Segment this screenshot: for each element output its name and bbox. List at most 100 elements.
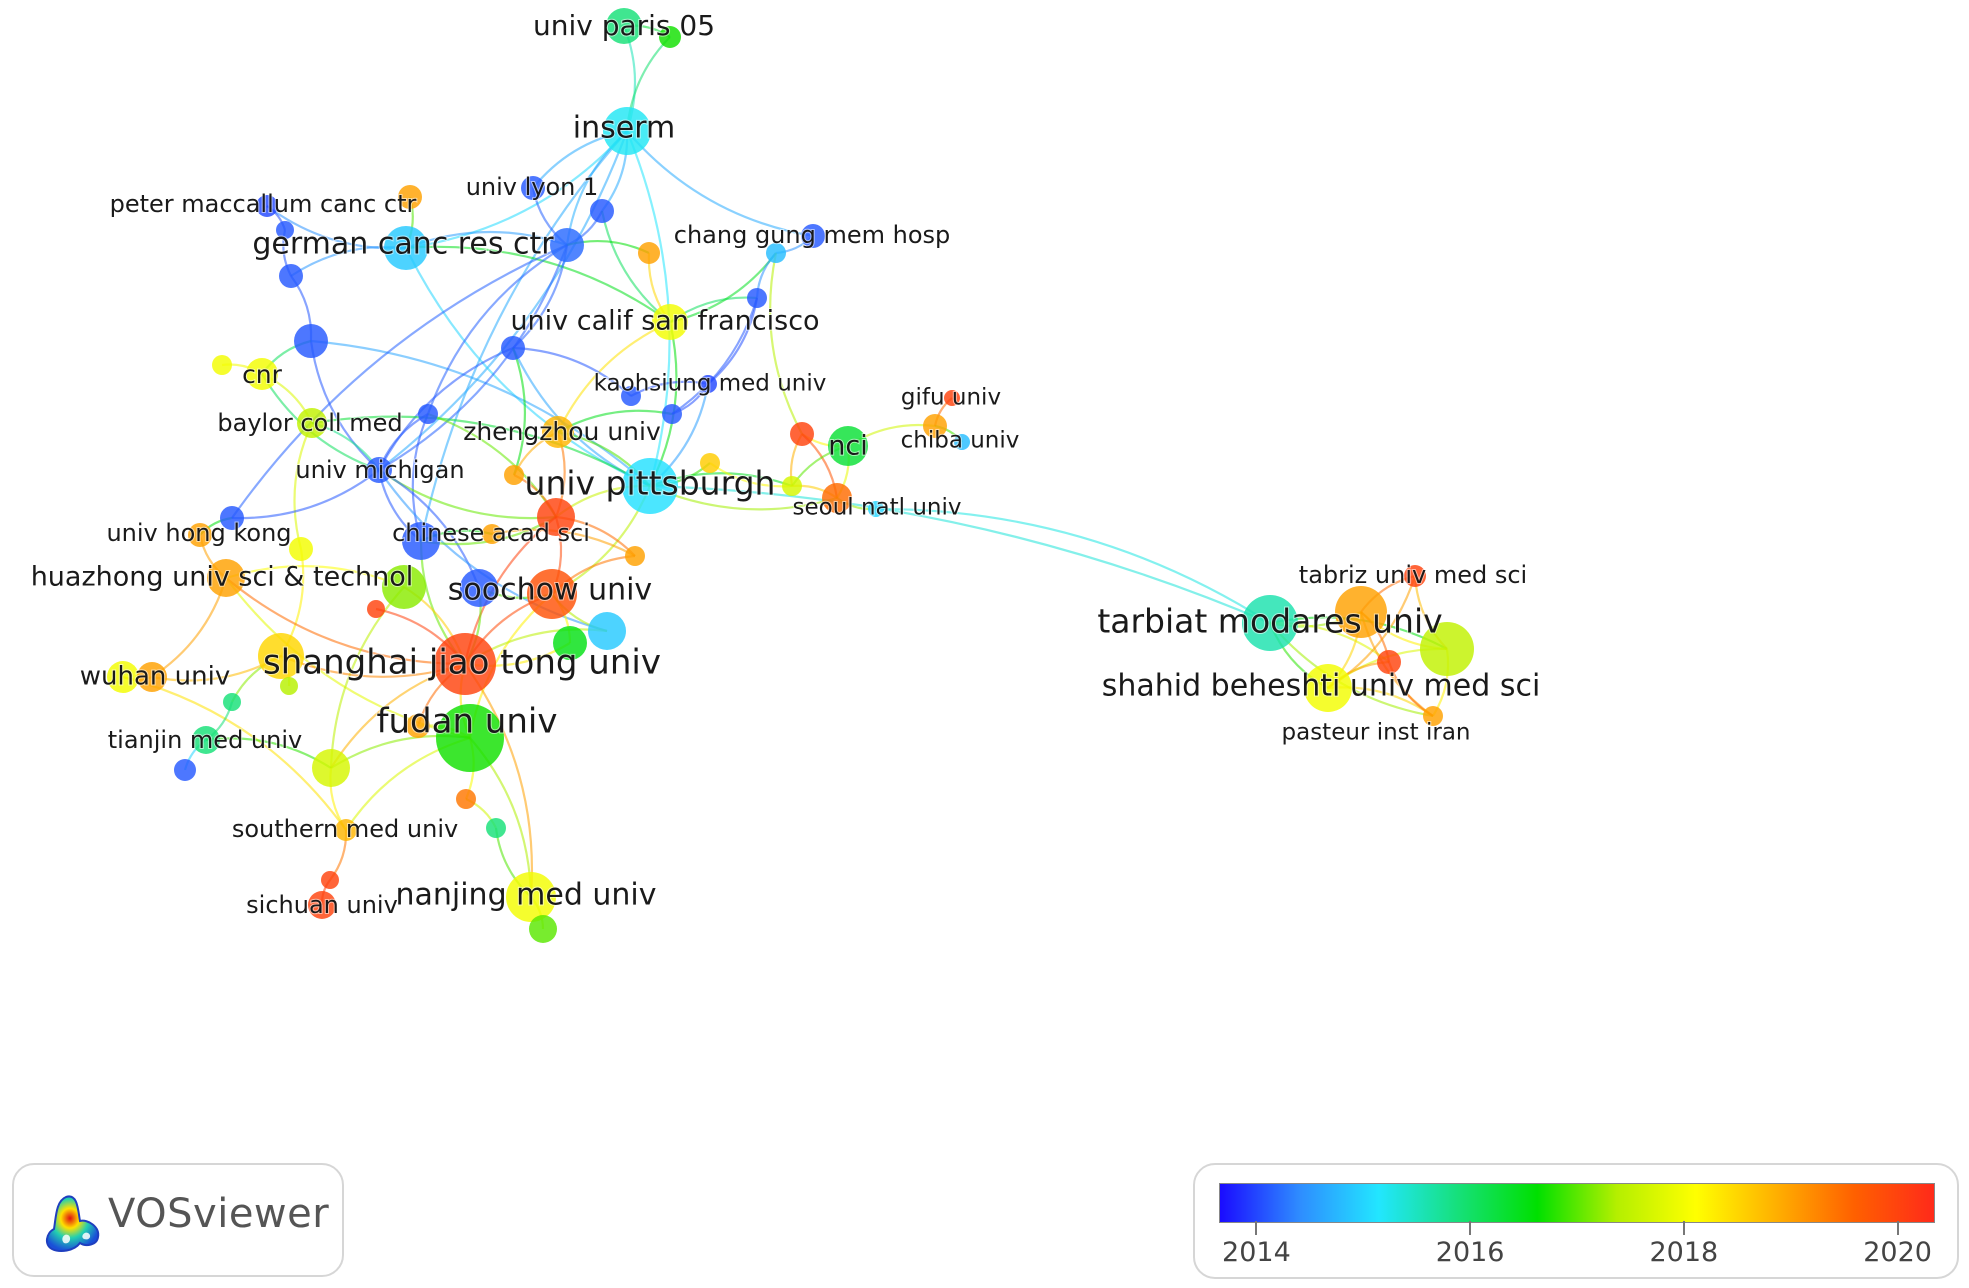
- node-fudan-orange[interactable]: [406, 714, 430, 738]
- link-hz_green-yg_mid: [329, 586, 405, 769]
- legend-tick-mark: [1469, 1221, 1472, 1235]
- node-nanjing-green[interactable]: [529, 915, 557, 943]
- node-univ-lyon-1[interactable]: [521, 176, 545, 200]
- node-tabriz-univ-med-sci[interactable]: [1404, 565, 1426, 587]
- link-left_purple-univ_michigan: [309, 340, 380, 471]
- label-southern-med-univ: southern med univ: [232, 815, 458, 843]
- node-nanjing-med-univ[interactable]: [506, 872, 556, 922]
- node-tarbiat-modares-univ[interactable]: [1242, 595, 1298, 651]
- color-scale-bar: [1219, 1183, 1935, 1223]
- node-soochow-purple[interactable]: [460, 569, 498, 607]
- node-univ-calif-san-francisco[interactable]: [652, 304, 688, 340]
- node-southern-med-univ[interactable]: [335, 819, 357, 841]
- node-soochow-univ[interactable]: [527, 569, 577, 619]
- node-tianjin-med-univ[interactable]: [192, 726, 220, 754]
- node-nci[interactable]: [828, 426, 868, 466]
- link-german_canc_res_ctr-univ_calif_san_francisco: [405, 245, 671, 323]
- vosviewer-logo-box: VOSviewer: [12, 1163, 344, 1277]
- node-german-b[interactable]: [550, 228, 584, 262]
- link-german_b-baylor_purple: [426, 244, 568, 415]
- node-shanghai-jiao-tong-univ[interactable]: [434, 633, 496, 695]
- node-pm-b[interactable]: [276, 221, 294, 239]
- link-huazhong_univ_sci_technol-shanghai_jiao_tong_univ: [225, 577, 466, 666]
- node-chiba-univ[interactable]: [954, 434, 970, 450]
- label-chang-gung-mem-hosp: chang gung mem hosp: [674, 221, 951, 249]
- node-red-mid[interactable]: [790, 422, 814, 446]
- node-soochow-blue[interactable]: [588, 612, 626, 650]
- node-chang-c[interactable]: [747, 288, 767, 308]
- node-chang-b[interactable]: [766, 243, 786, 263]
- node-seoul-natl-univ[interactable]: [868, 501, 884, 517]
- node-zz-orange-a[interactable]: [504, 465, 524, 485]
- node-pm-c[interactable]: [279, 264, 303, 288]
- node-gifu-univ[interactable]: [944, 390, 960, 406]
- node-pasteur-inst-iran[interactable]: [1423, 706, 1443, 726]
- node-cas-orange-b[interactable]: [625, 546, 645, 566]
- node-univ-hong-kong[interactable]: [188, 523, 212, 547]
- node-left-purple[interactable]: [294, 324, 328, 358]
- node-paris-green[interactable]: [659, 26, 681, 48]
- node-cas-red[interactable]: [537, 498, 575, 536]
- label-wuhan-univ: wuhan univ: [80, 662, 230, 692]
- node-soochow-green[interactable]: [553, 626, 587, 660]
- node-cas-orange[interactable]: [482, 524, 502, 544]
- link-shanghai_jiao_tong_univ-nanjing_med_univ: [464, 663, 534, 898]
- node-sjt-yellow[interactable]: [258, 633, 304, 679]
- node-hz-red-small[interactable]: [367, 600, 385, 618]
- node-tm-green[interactable]: [1420, 622, 1474, 676]
- node-tm-red-small[interactable]: [1377, 650, 1401, 674]
- node-zhengzhou-univ[interactable]: [542, 416, 574, 448]
- node-univ-michigan[interactable]: [366, 457, 392, 483]
- node-seoul-orange[interactable]: [822, 483, 852, 513]
- node-tm-orange[interactable]: [1335, 586, 1387, 638]
- link-mid_purple-univ_michigan: [378, 346, 514, 471]
- node-univ-pittsburgh[interactable]: [622, 458, 678, 514]
- node-gifu-orange[interactable]: [923, 414, 947, 438]
- label-chiba-univ: chiba univ: [901, 428, 1020, 454]
- node-sichuan-univ[interactable]: [308, 891, 336, 919]
- link-mid_purple-zz_orange_a: [511, 347, 527, 476]
- label-gifu-univ: gifu univ: [901, 385, 1001, 411]
- node-kaohsiung-med-univ[interactable]: [699, 375, 717, 393]
- node-baylor-coll-med[interactable]: [297, 408, 327, 438]
- node-mid-purple[interactable]: [501, 336, 525, 360]
- node-fudan-univ[interactable]: [436, 704, 504, 772]
- node-hk-purple[interactable]: [220, 506, 244, 530]
- node-shahid-beheshti-univ-med-sci[interactable]: [1304, 664, 1352, 712]
- node-german-canc-res-ctr[interactable]: [384, 226, 428, 270]
- node-cnr-yellow[interactable]: [212, 355, 232, 375]
- node-hz-green[interactable]: [382, 565, 426, 609]
- node-zz-yellow[interactable]: [700, 453, 720, 473]
- node-lyon-b[interactable]: [590, 199, 614, 223]
- node-univ-paris-05[interactable]: [606, 8, 642, 44]
- node-sjt-green-small[interactable]: [280, 677, 298, 695]
- node-tj-cyan-small[interactable]: [223, 693, 241, 711]
- node-huazhong-univ-sci-technol[interactable]: [207, 559, 245, 597]
- node-peter-maccallum-canc-ctr[interactable]: [256, 195, 278, 217]
- node-baylor-purple[interactable]: [418, 404, 438, 424]
- node-chinese-acad-sci[interactable]: [402, 522, 440, 560]
- node-tj-purple[interactable]: [174, 759, 196, 781]
- label-kaohsiung-med-univ: kaohsiung med univ: [594, 371, 827, 397]
- label-nci: nci: [828, 431, 867, 462]
- node-cnr[interactable]: [246, 358, 278, 390]
- node-chang-gung-mem-hosp[interactable]: [801, 224, 825, 248]
- node-sichuan-red-small[interactable]: [321, 871, 339, 889]
- node-layer: [107, 8, 1474, 943]
- node-inserm[interactable]: [603, 107, 651, 155]
- node-fd-orange-b[interactable]: [456, 789, 476, 809]
- node-pm-orange[interactable]: [398, 185, 422, 209]
- node-kh-c[interactable]: [662, 404, 682, 424]
- node-yg-mid[interactable]: [312, 749, 350, 787]
- label-univ-hong-kong: univ hong kong: [106, 519, 291, 547]
- node-green-yellow-mid[interactable]: [782, 476, 802, 496]
- node-fd-cyan[interactable]: [486, 818, 506, 838]
- label-sichuan-univ: sichuan univ: [246, 891, 398, 919]
- label-univ-michigan: univ michigan: [295, 456, 464, 484]
- node-wuhan-orange[interactable]: [137, 662, 167, 692]
- node-ucsf-orange[interactable]: [638, 242, 660, 264]
- node-hk-yellow[interactable]: [289, 537, 313, 561]
- link-univ_calif_san_francisco-zhengzhou_univ: [557, 321, 671, 433]
- node-kh-b[interactable]: [621, 386, 641, 406]
- node-wuhan-univ[interactable]: [107, 661, 139, 693]
